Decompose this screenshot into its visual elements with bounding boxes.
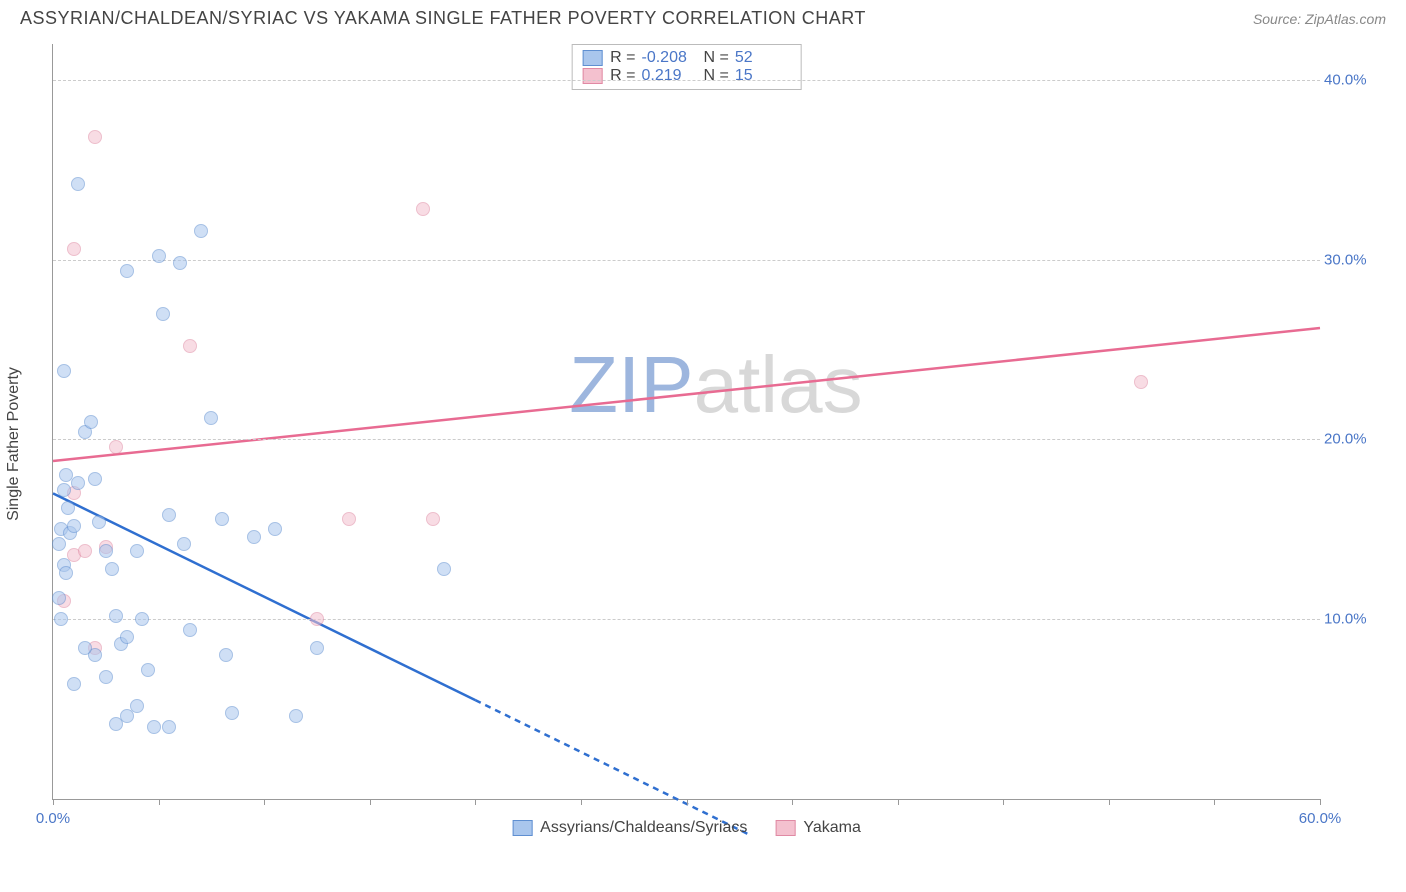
legend-item-yakama: Yakama (775, 819, 861, 837)
y-tick-label: 20.0% (1324, 431, 1380, 448)
legend-label-yakama: Yakama (803, 819, 861, 837)
source-label: Source: ZipAtlas.com (1253, 11, 1386, 27)
assyrians-point (52, 537, 66, 551)
yakama-point (416, 202, 430, 216)
chart-title: ASSYRIAN/CHALDEAN/SYRIAC VS YAKAMA SINGL… (20, 8, 866, 29)
assyrians-point (99, 670, 113, 684)
y-tick-label: 10.0% (1324, 611, 1380, 628)
assyrians-point (88, 472, 102, 486)
legend-row-yakama: R = 0.219 N = 15 (582, 67, 791, 85)
yakama-point (88, 130, 102, 144)
swatch-yakama-icon (775, 820, 795, 836)
x-tick-label: 60.0% (1299, 810, 1342, 827)
assyrians-point (194, 224, 208, 238)
assyrians-point (52, 591, 66, 605)
assyrians-point (310, 641, 324, 655)
trend-lines (53, 44, 1320, 799)
gridline (53, 439, 1320, 440)
assyrians-point (130, 699, 144, 713)
assyrians-point (71, 177, 85, 191)
x-tick (1109, 799, 1110, 805)
assyrians-point (141, 663, 155, 677)
assyrians-point (92, 515, 106, 529)
assyrians-point (105, 562, 119, 576)
swatch-assyrians (582, 50, 602, 66)
plot-area: ZIPatlas R = -0.208 N = 52 R = 0.219 N = (52, 44, 1320, 800)
y-axis-label: Single Father Poverty (5, 367, 23, 521)
gridline (53, 619, 1320, 620)
legend-label-assyrians: Assyrians/Chaldeans/Syriacs (540, 819, 747, 837)
x-tick (792, 799, 793, 805)
x-tick-label: 0.0% (36, 810, 70, 827)
assyrians-point (219, 648, 233, 662)
x-tick (898, 799, 899, 805)
assyrians-point (177, 537, 191, 551)
y-tick-label: 40.0% (1324, 71, 1380, 88)
yakama-point (1134, 375, 1148, 389)
series-legend: Assyrians/Chaldeans/Syriacs Yakama (512, 819, 861, 837)
assyrians-point (135, 612, 149, 626)
x-tick (1214, 799, 1215, 805)
yakama-point (78, 544, 92, 558)
assyrians-point (225, 706, 239, 720)
x-tick (159, 799, 160, 805)
legend-item-assyrians: Assyrians/Chaldeans/Syriacs (512, 819, 747, 837)
x-tick (1320, 799, 1321, 805)
gridline (53, 80, 1320, 81)
assyrians-point (130, 544, 144, 558)
assyrians-point (61, 501, 75, 515)
assyrians-point (173, 256, 187, 270)
assyrians-point (67, 677, 81, 691)
swatch-assyrians-icon (512, 820, 532, 836)
assyrians-point (109, 609, 123, 623)
yakama-point (183, 339, 197, 353)
assyrians-point (59, 566, 73, 580)
gridline (53, 260, 1320, 261)
yakama-point (426, 512, 440, 526)
x-tick (264, 799, 265, 805)
chart-container: Single Father Poverty ZIPatlas R = -0.20… (20, 44, 1386, 844)
assyrians-point (67, 519, 81, 533)
assyrians-point (183, 623, 197, 637)
x-tick (53, 799, 54, 805)
assyrians-point (204, 411, 218, 425)
x-tick (370, 799, 371, 805)
yakama-point (342, 512, 356, 526)
assyrians-point (120, 709, 134, 723)
correlation-legend: R = -0.208 N = 52 R = 0.219 N = 15 (571, 44, 802, 90)
assyrians-point (57, 483, 71, 497)
assyrians-point (99, 544, 113, 558)
yakama-point (310, 612, 324, 626)
yakama-point (109, 440, 123, 454)
assyrians-point (57, 364, 71, 378)
watermark: ZIPatlas (569, 339, 862, 431)
swatch-yakama (582, 68, 602, 84)
x-tick (581, 799, 582, 805)
assyrians-point (120, 630, 134, 644)
assyrians-point (162, 720, 176, 734)
assyrians-point (120, 264, 134, 278)
assyrians-point (247, 530, 261, 544)
assyrians-point (152, 249, 166, 263)
assyrians-point (78, 641, 92, 655)
legend-row-assyrians: R = -0.208 N = 52 (582, 49, 791, 67)
assyrians-point (84, 415, 98, 429)
assyrians-point (268, 522, 282, 536)
assyrians-point (156, 307, 170, 321)
x-tick (475, 799, 476, 805)
y-tick-label: 30.0% (1324, 251, 1380, 268)
assyrians-point (437, 562, 451, 576)
assyrians-point (289, 709, 303, 723)
assyrians-point (71, 476, 85, 490)
assyrians-point (147, 720, 161, 734)
assyrians-point (215, 512, 229, 526)
assyrians-point (162, 508, 176, 522)
yakama-point (67, 242, 81, 256)
assyrians-point (54, 612, 68, 626)
x-tick (687, 799, 688, 805)
x-tick (1003, 799, 1004, 805)
